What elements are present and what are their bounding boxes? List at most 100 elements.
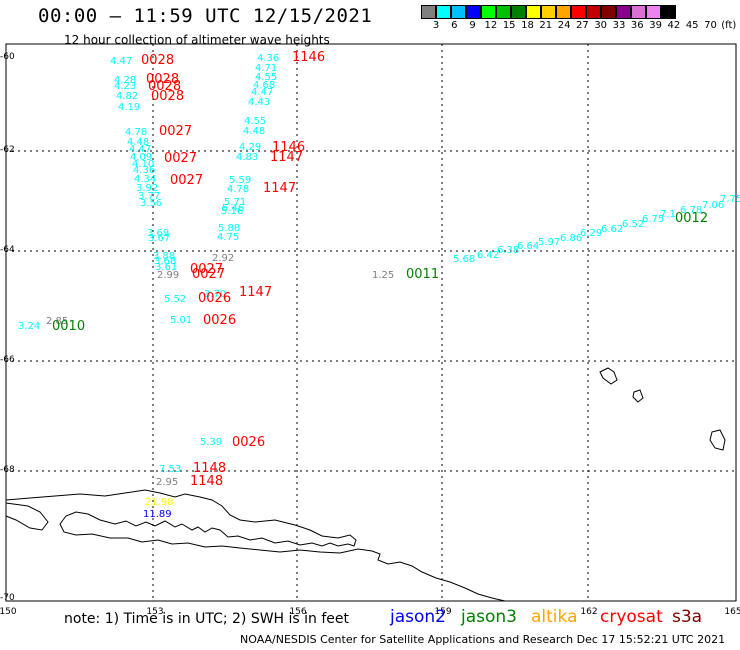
pass-time-label: 1148 (193, 461, 226, 476)
y-tick-label: -70 (0, 593, 15, 603)
x-tick-label: 150 (0, 607, 17, 617)
wave-height-value: 4.78 (227, 184, 249, 195)
color-scale-label: 27 (576, 20, 589, 31)
wave-height-value: 3.92 (136, 183, 158, 194)
wave-height-value: 5.68 (453, 254, 475, 265)
wave-height-value: 5.39 (200, 437, 222, 448)
pass-time-label: 1146 (292, 50, 325, 65)
map-title: 00:00 – 11:59 UTC 12/15/2021 (38, 5, 373, 27)
satellite-legend-altika: altika (531, 607, 578, 627)
wave-height-value: 5.16 (221, 206, 243, 217)
wave-height-value: 3.56 (140, 198, 162, 209)
wave-height-value: 21.98 (145, 497, 174, 508)
satellite-legend-jason3: jason3 (461, 607, 517, 627)
color-swatch (466, 5, 481, 19)
color-scale-label: 12 (484, 20, 498, 31)
y-tick-label: -60 (0, 52, 15, 62)
wave-height-value: 4.19 (118, 102, 140, 113)
wave-height-value: 5.71 (224, 197, 246, 208)
color-swatch (616, 5, 631, 19)
pass-time-label: 1147 (263, 181, 296, 196)
wave-height-value: 4.34 (134, 174, 156, 185)
color-scale-label: 70 (704, 20, 717, 31)
map-frame (5, 43, 737, 602)
pass-time-label: 0028 (151, 89, 184, 104)
wave-height-value: 11.89 (143, 509, 172, 520)
x-tick-label: 153 (146, 607, 163, 617)
wave-height-value: 4.43 (248, 97, 270, 108)
wave-height-value: 7.53 (159, 464, 181, 475)
pass-time-label: 1148 (190, 474, 223, 489)
wave-height-value: 2.95 (156, 477, 178, 488)
color-swatch (451, 5, 466, 19)
pass-time-label: 1147 (239, 285, 272, 300)
color-swatch (421, 5, 436, 19)
color-swatch (511, 5, 526, 19)
wave-height-value: 4.47 (251, 87, 273, 98)
color-scale-label: 39 (649, 20, 662, 31)
y-tick-label: -64 (0, 245, 15, 255)
wave-height-value: 4.09 (130, 152, 152, 163)
wave-height-value: 4.23 (114, 81, 136, 92)
color-scale-label: 18 (521, 20, 534, 31)
wave-height-value: 6.62 (601, 224, 623, 235)
color-scale-label: 36 (630, 20, 644, 31)
color-swatch (496, 5, 511, 19)
color-scale-label: 9 (469, 20, 476, 31)
wave-height-value: 6.52 (622, 219, 644, 230)
pass-time-label: 0026 (203, 313, 236, 328)
y-tick-label: -66 (0, 355, 15, 365)
wave-height-value: 3.77 (138, 191, 160, 202)
pass-time-label: 0026 (198, 291, 231, 306)
color-swatch (526, 5, 541, 19)
wave-height-value: 3.70 (204, 289, 226, 300)
footer-credit: NOAA/NESDIS Center for Satellite Applica… (240, 633, 726, 646)
wave-height-value: 2.92 (212, 253, 234, 264)
wave-height-value: 6.86 (560, 233, 582, 244)
pass-time-label: 0028 (148, 79, 181, 94)
color-scale-label: 30 (594, 20, 608, 31)
color-swatch (586, 5, 601, 19)
wave-height-value: 4.36 (257, 53, 279, 64)
x-tick-label: 159 (434, 607, 451, 617)
color-scale-label: 24 (557, 20, 571, 31)
pass-time-label: 0027 (164, 151, 197, 166)
wave-height-value: 6.38 (497, 245, 519, 256)
y-tick-label: -62 (0, 145, 15, 155)
satellite-legend-jason2: jason2 (390, 607, 446, 627)
wave-height-value: 5.01 (170, 315, 192, 326)
color-swatch (481, 5, 496, 19)
wave-height-value: 4.47 (110, 56, 132, 67)
wave-height-value: 6.29 (580, 228, 602, 239)
wave-height-value: 5.97 (538, 237, 560, 248)
wave-height-value: 6.64 (517, 241, 539, 252)
color-swatch (571, 5, 586, 19)
wave-height-value: 4.47 (129, 144, 151, 155)
wave-height-value: 5.59 (229, 175, 251, 186)
color-swatch (601, 5, 616, 19)
wave-height-value: 3.68 (154, 256, 176, 267)
pass-time-label: 0028 (146, 72, 179, 87)
wave-height-value: 6.78 (680, 205, 702, 216)
y-tick-label: -68 (0, 465, 15, 475)
wave-height-value: 3.88 (153, 251, 175, 262)
wave-height-value: 4.36 (133, 165, 155, 176)
color-scale-label: 33 (612, 20, 626, 31)
wave-height-value: 4.78 (125, 127, 147, 138)
color-scale-label: 6 (451, 20, 458, 31)
wave-height-value: 4.10 (132, 159, 154, 170)
wave-height-value: 6.42 (477, 250, 499, 261)
wave-height-value: 7.06 (702, 200, 724, 211)
color-swatch (556, 5, 571, 19)
wave-height-value: 4.83 (236, 152, 258, 163)
wave-height-value: 7.75 (720, 194, 740, 205)
satellite-legend-s3a: s3a (672, 607, 703, 627)
wave-height-value: 5.88 (218, 223, 240, 234)
wave-height-value: 5.46 (222, 203, 244, 214)
color-scale-label: 42 (667, 20, 681, 31)
grid-lines (6, 44, 736, 601)
coastline (5, 367, 726, 602)
wave-height-value: 3.61 (155, 262, 177, 273)
pass-time-label: 1146 (272, 140, 305, 155)
